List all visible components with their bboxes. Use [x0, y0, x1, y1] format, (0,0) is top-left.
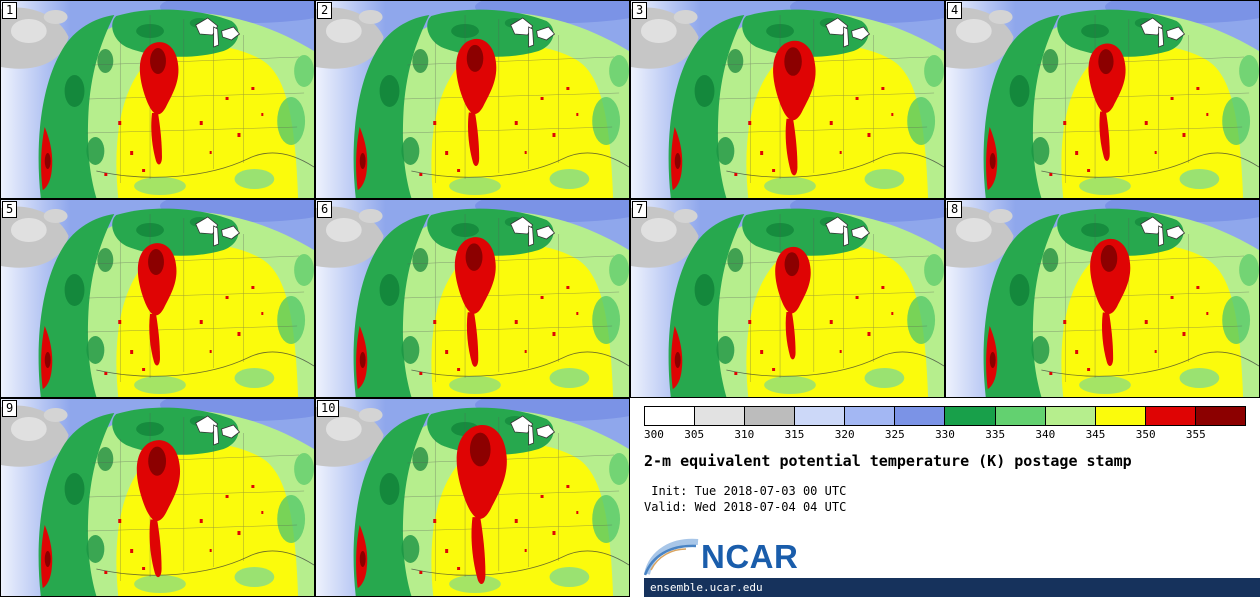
ept-map: [316, 200, 629, 397]
colorbar-tick-label: 320: [834, 428, 855, 441]
colorbar-tick-label: 325: [884, 428, 905, 441]
colorbar-segment: [895, 407, 946, 425]
colorbar-tick-label: 305: [684, 428, 705, 441]
ept-map: [1, 1, 314, 198]
colorbar-tick-label: 330: [935, 428, 955, 441]
time-info: Init: Tue 2018-07-03 00 UTC Valid: Wed 2…: [644, 484, 1246, 515]
member-number-badge: 7: [632, 201, 648, 218]
site-url-bar: ensemble.ucar.edu: [644, 578, 1260, 597]
valid-time: Valid: Wed 2018-07-04 04 UTC: [644, 499, 847, 514]
init-time: Init: Tue 2018-07-03 00 UTC: [644, 484, 847, 498]
ept-map: [631, 1, 944, 198]
colorbar-segment: [795, 407, 846, 425]
map-panel-2: 2: [315, 0, 630, 199]
member-number-badge: 10: [317, 400, 340, 417]
member-number-badge: 9: [2, 400, 18, 417]
map-panel-6: 6: [315, 199, 630, 398]
member-number-badge: 4: [947, 2, 963, 19]
colorbar-tick-label: 350: [1135, 428, 1156, 441]
colorbar-tick-labels: 300 305 310 315 320 325 330 335 340 345 350 355: [644, 428, 1246, 443]
member-number-badge: 1: [2, 2, 18, 19]
colorbar-segment: [645, 407, 696, 425]
colorbar-segment: [695, 407, 746, 425]
map-panel-4: 4: [945, 0, 1260, 199]
map-panel-5: 5: [0, 199, 315, 398]
ncar-wordmark: NCAR: [701, 537, 799, 575]
ept-map: [316, 1, 629, 198]
colorbar-segment: [745, 407, 796, 425]
member-number-badge: 3: [632, 2, 648, 19]
colorbar-tick-label: 315: [784, 428, 805, 441]
colorbar: [644, 406, 1246, 426]
colorbar-tick-label: 345: [1085, 428, 1106, 441]
map-panel-3: 3: [630, 0, 945, 199]
colorbar-segment: [845, 407, 896, 425]
map-panel-8: 8: [945, 199, 1260, 398]
colorbar-tick-label: 310: [734, 428, 755, 441]
member-number-badge: 6: [317, 201, 333, 218]
member-number-badge: 5: [2, 201, 18, 218]
product-title: 2-m equivalent potential temperature (K)…: [644, 452, 1132, 470]
map-panel-9: 9: [0, 398, 315, 597]
colorbar-segment: [1145, 407, 1196, 425]
colorbar-tick-label: 335: [985, 428, 1006, 441]
ept-map: [1, 399, 314, 596]
colorbar-segment: [945, 407, 996, 425]
member-number-badge: 8: [947, 201, 963, 218]
colorbar-segment: [1045, 407, 1096, 425]
ept-map: [631, 200, 944, 397]
colorbar-tick-label: 300: [644, 428, 664, 441]
colorbar-segment: [1195, 407, 1245, 425]
colorbar-segment: [995, 407, 1046, 425]
ept-map: [1, 200, 314, 397]
colorbar-tick-label: 340: [1035, 428, 1056, 441]
colorbar-tick-label: 355: [1185, 428, 1206, 441]
ncar-logo: NCAR: [644, 536, 798, 576]
legend-and-info-area: 300 305 310 315 320 325 330 335 340 345 350 355 2-m…: [630, 398, 1260, 597]
map-panel-7: 7: [630, 199, 945, 398]
ncar-swoosh-icon: [644, 538, 699, 576]
member-number-badge: 2: [317, 2, 333, 19]
ept-map: [946, 200, 1259, 397]
map-panel-1: 1: [0, 0, 315, 199]
ept-map: [316, 399, 629, 596]
ept-map: [946, 1, 1259, 198]
colorbar-segment: [1095, 407, 1146, 425]
map-panel-10: 10: [315, 398, 630, 597]
